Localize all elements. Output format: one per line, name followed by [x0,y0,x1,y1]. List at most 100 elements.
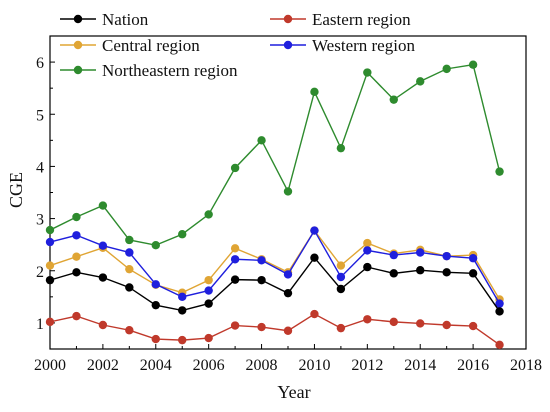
data-point [230,244,240,253]
data-point [389,250,398,260]
data-point [495,340,504,350]
data-point [336,284,346,294]
data-point [416,77,425,86]
data-point [283,270,293,279]
data-point [151,334,160,344]
data-point [125,283,134,292]
series-line [49,313,500,346]
data-point [151,240,160,250]
x-tick-label: 2018 [510,357,542,374]
series-central-region [45,226,504,304]
data-point [495,299,504,308]
data-point [283,187,293,196]
data-point [468,60,478,69]
data-point [363,68,372,77]
data-point [45,237,55,247]
series-line [49,256,501,312]
data-point [363,315,372,324]
data-point [45,225,55,235]
x-tick-label: 2008 [246,357,278,374]
x-tick-label: 2012 [351,357,383,374]
data-point [442,320,451,330]
y-tick-label: 6 [36,55,44,72]
series-line [49,63,501,246]
legend-item: Central region [60,36,200,55]
series-line [49,229,501,304]
series-layer [45,60,504,350]
data-point [45,275,55,285]
data-point [178,292,187,302]
data-point [178,230,187,239]
series-western-region [45,226,504,308]
legend-marker [73,14,83,24]
data-point [363,262,372,272]
data-point [363,246,372,255]
data-point [72,231,81,240]
legend-marker [283,40,293,50]
legend-label: Eastern region [312,10,411,29]
data-point [336,272,346,282]
data-point [125,235,134,245]
data-point [230,275,240,284]
legend-label: Western region [312,36,415,55]
data-point [468,321,478,331]
data-point [336,143,346,153]
series-line [49,229,501,300]
data-point [257,136,266,145]
legend-label: Nation [102,10,149,29]
x-tick-label: 2004 [140,357,172,374]
legend-item: Nation [60,10,149,29]
data-point [442,251,451,261]
data-point [389,269,398,278]
data-point [257,275,266,285]
data-point [45,317,55,327]
x-tick-label: 2006 [193,357,225,374]
data-point [125,264,134,274]
data-point [72,311,81,321]
data-point [178,335,187,345]
data-point [72,268,81,277]
data-point [310,309,319,319]
data-point [310,253,319,262]
y-tick-label: 1 [36,316,44,333]
data-point [230,163,240,173]
data-point [98,241,108,250]
data-point [468,269,478,278]
data-point [336,261,346,270]
legend-item: Eastern region [270,10,411,29]
y-axis-label: CGE [6,172,26,208]
data-point [310,87,319,97]
data-point [125,248,134,257]
data-point [72,252,81,261]
data-point [230,321,240,330]
y-tick-label: 3 [36,212,44,229]
data-point [98,320,108,330]
x-tick-label: 2000 [34,357,66,374]
data-point [336,323,346,333]
data-point [495,307,504,316]
data-point [204,333,213,343]
legend-label: Northeastern region [102,61,238,80]
data-point [416,266,425,275]
data-point [98,201,108,210]
x-tick-label: 2010 [298,357,330,374]
data-point [204,210,213,219]
data-point [125,326,134,335]
data-point [416,248,425,257]
legend-label: Central region [102,36,200,55]
series-nation [45,253,504,316]
legend-marker [283,14,293,24]
data-point [72,212,81,222]
data-point [363,238,372,248]
data-point [178,306,187,315]
data-point [204,299,213,308]
data-point [283,288,293,298]
series-eastern-region [45,309,504,350]
x-tick-label: 2014 [404,357,436,374]
x-axis-label: Year [277,382,310,402]
legend-item: Northeastern region [60,61,238,80]
data-point [151,300,160,310]
x-tick-label: 2002 [87,357,119,374]
data-point [98,273,108,282]
